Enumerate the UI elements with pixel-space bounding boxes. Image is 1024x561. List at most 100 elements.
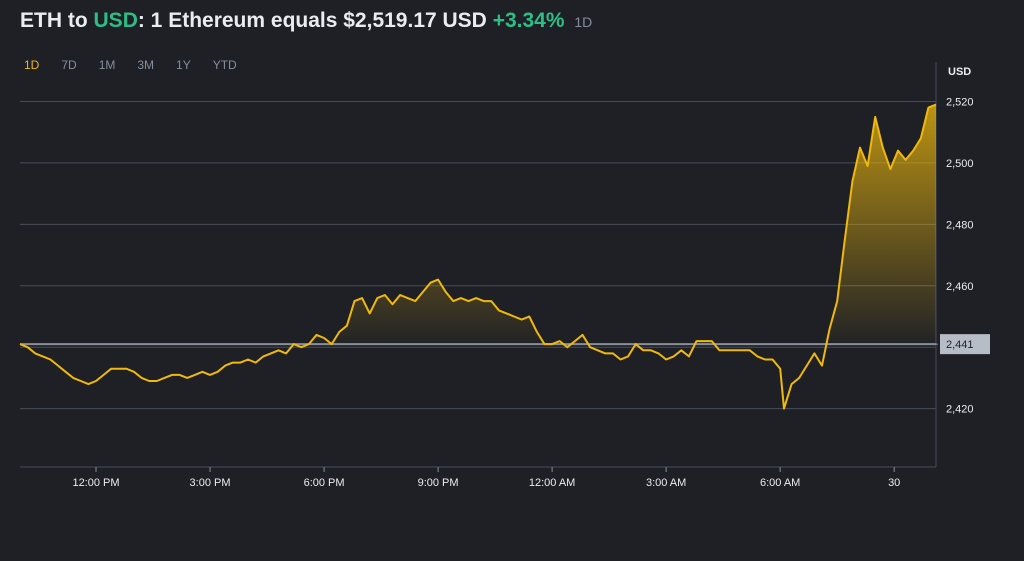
baseline-badge: [940, 334, 990, 355]
price-point: [882, 146, 884, 148]
price-point: [627, 355, 629, 357]
price-point: [779, 368, 781, 370]
quote-currency-link[interactable]: USD: [93, 9, 138, 32]
price-point: [64, 371, 66, 373]
tab-1d[interactable]: 1D: [24, 58, 40, 72]
price-point: [771, 358, 773, 360]
price-point: [232, 361, 234, 363]
price-point: [452, 300, 454, 302]
price-point: [391, 303, 393, 305]
price-point: [308, 343, 310, 345]
price-point: [376, 297, 378, 299]
price-point: [574, 340, 576, 342]
price-point: [171, 374, 173, 376]
price-point: [904, 159, 906, 161]
price-point: [688, 355, 690, 357]
price-point: [178, 374, 180, 376]
price-point: [315, 334, 317, 336]
price-point: [657, 352, 659, 354]
price-point: [26, 346, 28, 348]
price-point: [551, 343, 553, 345]
price-point: [528, 315, 530, 317]
price-point: [505, 312, 507, 314]
y-tick-label: 2,420: [946, 404, 974, 416]
price-point: [733, 349, 735, 351]
price-point: [87, 383, 89, 385]
price-point: [475, 297, 477, 299]
tab-3m[interactable]: 3M: [137, 58, 155, 72]
price-point: [741, 349, 743, 351]
price-point: [80, 380, 82, 382]
tab-7d[interactable]: 7D: [61, 58, 77, 72]
price-point: [239, 361, 241, 363]
price-point: [369, 312, 371, 314]
conversion-statement: : 1 Ethereum equals $2,519.17 USD: [137, 9, 487, 32]
price-point: [806, 364, 808, 366]
price-point: [844, 239, 846, 241]
price-point: [749, 349, 751, 351]
price-point: [445, 291, 447, 293]
price-point: [201, 371, 203, 373]
price-point: [604, 352, 606, 354]
base-currency: ETH: [20, 9, 62, 32]
price-point: [889, 168, 891, 170]
price-point: [821, 364, 823, 366]
price-point: [790, 383, 792, 385]
tab-1m[interactable]: 1M: [98, 58, 116, 72]
price-point: [927, 106, 929, 108]
price-point: [422, 291, 424, 293]
price-point: [756, 355, 758, 357]
y-tick-label: 2,480: [946, 219, 974, 231]
price-point: [110, 368, 112, 370]
price-point: [874, 116, 876, 118]
price-point: [783, 407, 785, 409]
price-point: [703, 340, 705, 342]
price-point: [935, 103, 937, 105]
price-point: [133, 371, 135, 373]
price-point: [323, 337, 325, 339]
baseline-label: 2,441: [946, 339, 974, 351]
price-point: [346, 325, 348, 327]
price-point: [125, 368, 127, 370]
price-point: [711, 340, 713, 342]
timeframe-tabs: 1D 7D 1M 3M 1Y YTD: [24, 58, 259, 72]
price-point: [255, 361, 257, 363]
price-point: [399, 294, 401, 296]
price-point: [483, 300, 485, 302]
price-point: [726, 349, 728, 351]
tab-1y[interactable]: 1Y: [176, 58, 191, 72]
price-point: [57, 364, 59, 366]
price-point: [543, 343, 545, 345]
price-point: [498, 309, 500, 311]
price-point: [270, 352, 272, 354]
price-point: [19, 343, 21, 345]
price-point: [912, 149, 914, 151]
price-point: [331, 343, 333, 345]
price-point: [285, 352, 287, 354]
price-point: [224, 364, 226, 366]
price-point: [338, 331, 340, 333]
price-point: [490, 300, 492, 302]
price-point: [859, 146, 861, 148]
to-word: to: [67, 9, 88, 32]
price-point: [798, 377, 800, 379]
price-point: [695, 340, 697, 342]
x-tick-label: 9:00 PM: [418, 477, 459, 489]
price-point: [42, 355, 44, 357]
price-point: [407, 297, 409, 299]
price-point: [460, 297, 462, 299]
price-point: [635, 343, 637, 345]
price-point: [49, 358, 51, 360]
price-point: [866, 165, 868, 167]
tab-ytd[interactable]: YTD: [212, 58, 237, 72]
price-point: [836, 300, 838, 302]
price-point: [118, 368, 120, 370]
price-point: [559, 340, 561, 342]
price-point: [72, 377, 74, 379]
price-point: [384, 294, 386, 296]
price-point: [851, 180, 853, 182]
price-point: [680, 349, 682, 351]
price-point: [95, 380, 97, 382]
price-point: [140, 377, 142, 379]
